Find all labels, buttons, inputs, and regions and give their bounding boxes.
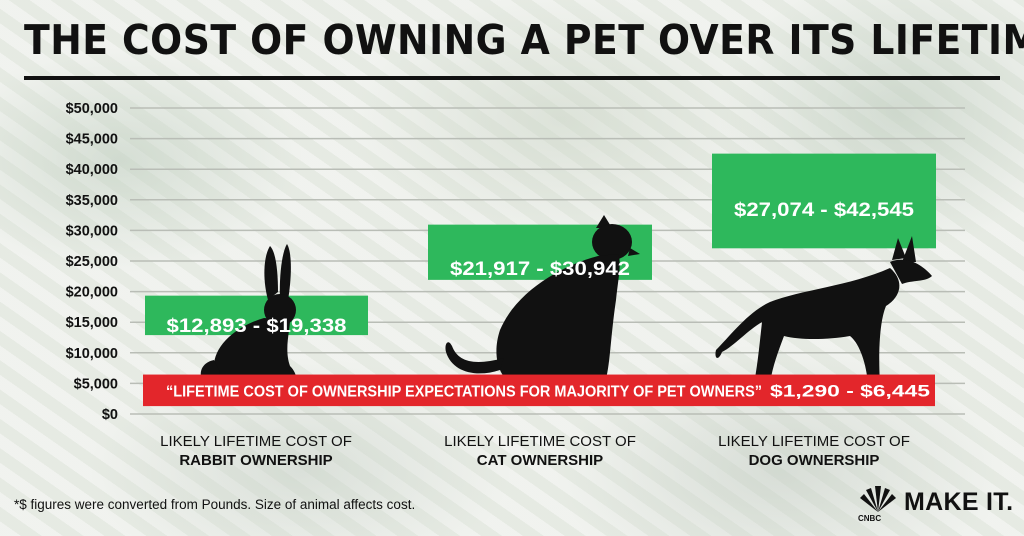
category-label-cat: LIKELY LIFETIME COST OF CAT OWNERSHIP <box>420 432 660 470</box>
y-tick-label: $15,000 <box>66 315 118 331</box>
title-underline <box>24 76 1000 80</box>
footnote: *$ figures were converted from Pounds. S… <box>14 497 416 512</box>
rabbit-silhouette <box>200 244 297 384</box>
y-tick-label: $10,000 <box>66 346 118 362</box>
category-label-line2: RABBIT OWNERSHIP <box>179 452 333 469</box>
range-value-label: $21,917 - $30,942 <box>450 259 630 280</box>
peacock-logo-icon <box>860 486 896 512</box>
y-axis-ticks: $0 $5,000 $10,000 $15,000 $20,000 $25,000 $30,… <box>66 101 118 423</box>
y-tick-label: $40,000 <box>66 162 118 178</box>
y-tick-label: $30,000 <box>66 223 118 239</box>
y-tick-label: $35,000 <box>66 193 118 209</box>
expectation-bar-group: “LIFETIME COST OF OWNERSHIP EXPECTATIONS… <box>143 374 935 407</box>
brand-name: MAKE IT. <box>904 488 1014 516</box>
expectation-text: “LIFETIME COST OF OWNERSHIP EXPECTATIONS… <box>166 383 762 400</box>
y-tick-label: $5,000 <box>74 376 118 392</box>
y-tick-label: $45,000 <box>66 132 118 148</box>
dog-silhouette <box>715 236 932 384</box>
range-box <box>712 153 936 249</box>
category-label-dog: LIKELY LIFETIME COST OF DOG OWNERSHIP <box>694 432 934 470</box>
y-tick-label: $50,000 <box>66 101 118 117</box>
range-value-label: $12,893 - $19,338 <box>167 316 347 337</box>
expectation-value-label: $1,290 - $6,445 <box>770 382 930 400</box>
category-label-rabbit: LIKELY LIFETIME COST OF RABBIT OWNERSHIP <box>136 432 376 470</box>
category-label-line1: LIKELY LIFETIME COST OF <box>160 433 352 450</box>
category-label-line1: LIKELY LIFETIME COST OF <box>444 433 636 450</box>
y-tick-label: $25,000 <box>66 254 118 270</box>
range-value-label: $27,074 - $42,545 <box>734 200 914 221</box>
brand-network: CNBC <box>858 514 882 523</box>
expectation-bar <box>143 374 935 407</box>
cat-silhouette <box>445 215 640 384</box>
y-tick-label: $20,000 <box>66 285 118 301</box>
category-label-line2: DOG OWNERSHIP <box>748 452 880 469</box>
category-label-line2: CAT OWNERSHIP <box>476 452 604 469</box>
category-label-line1: LIKELY LIFETIME COST OF <box>718 433 910 450</box>
page-title: THE COST OF OWNING A PET OVER ITS LIFETI… <box>24 16 1024 64</box>
y-tick-label: $0 <box>102 407 118 423</box>
